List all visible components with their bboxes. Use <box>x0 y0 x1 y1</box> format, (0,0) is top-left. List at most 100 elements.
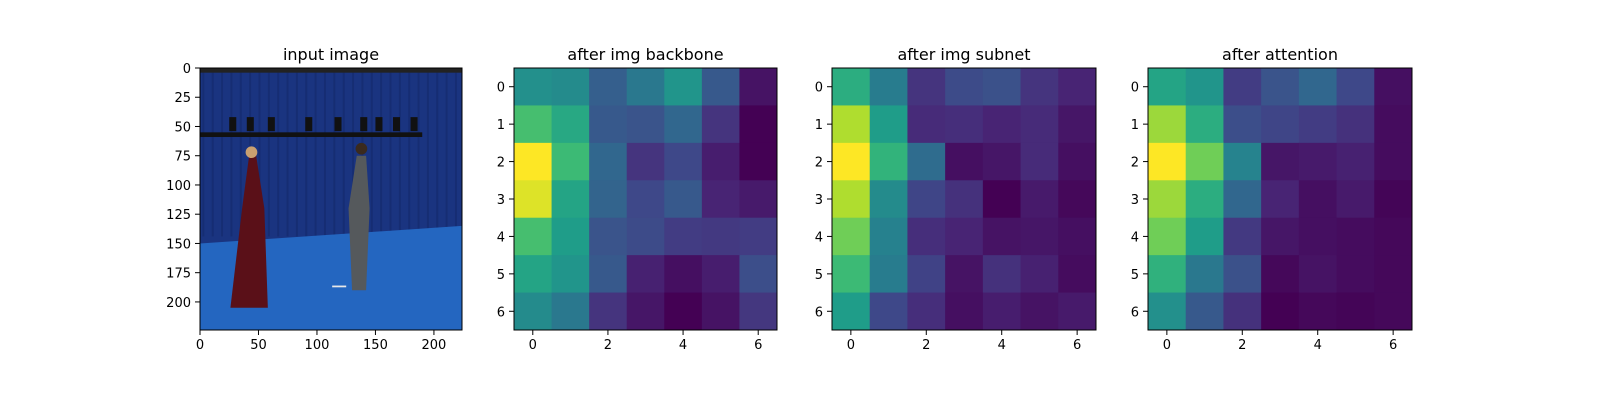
heatmap-cell <box>982 180 1022 219</box>
y-tick-label: 175 <box>166 267 191 282</box>
heatmap-cell <box>739 217 778 256</box>
heatmap-cell <box>1148 217 1187 256</box>
heatmap-cell <box>1374 68 1413 106</box>
heatmap-cell <box>1298 142 1338 181</box>
y-tick-label: 5 <box>815 268 823 283</box>
heatmap-cell <box>664 217 703 256</box>
x-tick-label: 6 <box>1389 338 1397 353</box>
curtain-fold <box>314 72 317 237</box>
heatmap-cell <box>945 68 984 106</box>
heatmap-cell <box>589 255 628 294</box>
curtain-fold <box>221 72 224 237</box>
studio-light <box>410 117 418 132</box>
x-tick-label: 0 <box>529 338 537 353</box>
heatmap-cell <box>739 68 778 106</box>
heatmap-cell <box>907 217 946 256</box>
heatmap-cell <box>701 142 740 181</box>
heatmap-cell <box>832 142 871 181</box>
x-tick-label: 150 <box>363 338 388 353</box>
heatmap-cell <box>832 292 871 331</box>
curtain-fold <box>286 72 289 237</box>
heatmap-cell <box>1185 68 1224 106</box>
heatmap-cell <box>907 180 946 219</box>
floor-mark <box>332 285 347 288</box>
heatmap-cell <box>1298 255 1338 294</box>
heatmap-cell <box>1223 255 1262 294</box>
curtain-fold <box>295 72 298 237</box>
y-tick-label: 6 <box>815 305 823 320</box>
heatmap-cell <box>589 180 628 219</box>
y-tick-label: 4 <box>815 230 823 245</box>
curtain-fold <box>408 72 411 237</box>
heatmap-cell <box>1020 292 1059 331</box>
heatmap-cell <box>1020 68 1059 106</box>
studio-light <box>375 117 383 132</box>
y-tick-label: 200 <box>166 296 191 311</box>
heatmap-cell <box>1058 68 1097 106</box>
heatmap-cell <box>701 68 740 106</box>
heatmap-cell <box>1148 180 1187 219</box>
heatmap-cell <box>982 68 1022 106</box>
curtain-fold <box>333 72 336 237</box>
heatmap-cell <box>982 142 1022 181</box>
heatmap-cell <box>982 255 1022 294</box>
y-tick-label: 0 <box>1131 81 1139 96</box>
y-tick-label: 6 <box>1131 305 1139 320</box>
heatmap-cell <box>1298 105 1338 144</box>
heatmap-cell <box>664 180 703 219</box>
heatmap-cell <box>945 180 984 219</box>
heatmap-cell <box>739 255 778 294</box>
studio-light <box>229 117 237 132</box>
curtain-fold <box>239 72 242 237</box>
heatmap-cell <box>1261 68 1300 106</box>
heatmap-cell <box>1298 180 1338 219</box>
x-tick-label: 2 <box>1238 338 1246 353</box>
heatmap-cell <box>907 292 946 331</box>
heatmap-cell <box>1261 105 1300 144</box>
heatmap-cell <box>1058 142 1097 181</box>
x-tick-label: 200 <box>422 338 447 353</box>
y-tick-label: 3 <box>1131 193 1139 208</box>
woman-figure <box>230 155 268 308</box>
curtain-fold <box>445 72 448 237</box>
curtain-fold <box>361 72 364 237</box>
heatmap-cell <box>945 292 984 331</box>
curtain-fold <box>389 72 392 237</box>
heatmap-cell <box>589 68 628 106</box>
heatmap-cell <box>982 105 1022 144</box>
curtain-fold <box>454 72 457 237</box>
studio-light <box>392 117 401 132</box>
heatmap-cell <box>982 217 1022 256</box>
heatmap-cell <box>1336 105 1375 144</box>
heatmap-cell <box>739 292 778 331</box>
woman-head <box>245 146 258 159</box>
heatmap-cell <box>1223 292 1262 331</box>
panel-title: after attention <box>1222 45 1338 64</box>
heatmap-cell <box>945 255 984 294</box>
y-tick-label: 3 <box>497 193 505 208</box>
heatmap-cell <box>869 255 908 294</box>
heatmap-cell <box>1020 217 1059 256</box>
axes-frame <box>513 67 778 331</box>
heatmap-cell <box>551 255 590 294</box>
studio-light <box>267 117 275 132</box>
heatmap-cell <box>1148 255 1187 294</box>
heatmap-cell <box>514 142 553 181</box>
curtain-fold <box>267 72 270 237</box>
heatmap-cell <box>1148 142 1187 181</box>
x-tick-label: 100 <box>305 338 330 353</box>
y-tick-label: 4 <box>497 230 505 245</box>
heatmap-cell <box>1148 68 1187 106</box>
panel-4: after attention 0 2 4 6 0 1 2 3 4 5 6 <box>1131 45 1413 353</box>
panel-1: input image 0 50 100 150 200 0 25 50 75 100 125 150 1… <box>166 45 463 353</box>
heatmap-cell <box>1020 142 1059 181</box>
heatmap-cell <box>626 142 665 181</box>
heatmap-cell <box>664 105 703 144</box>
heatmap-cell <box>514 68 553 106</box>
heatmap-cell <box>982 292 1022 331</box>
axes-frame <box>1147 67 1413 331</box>
heatmap-cell <box>626 255 665 294</box>
heatmap-cell <box>1374 292 1413 331</box>
heatmap-cell <box>626 68 665 106</box>
